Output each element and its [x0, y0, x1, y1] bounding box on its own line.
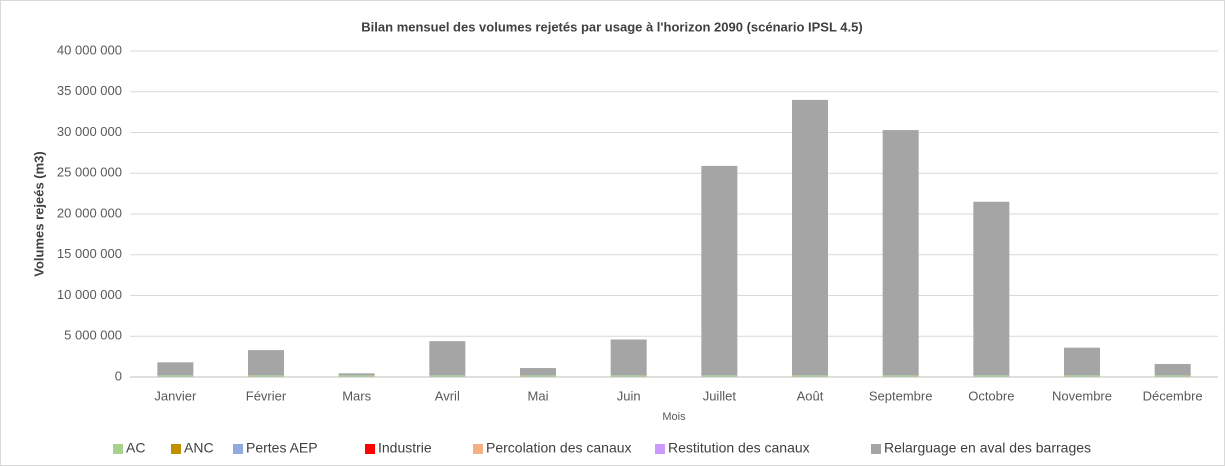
y-axis-title: Volumes rejeés (m3): [31, 151, 46, 276]
bar-segment: [973, 201, 1010, 376]
x-tick-label: Septembre: [869, 388, 933, 403]
y-tick-label: 25 000 000: [57, 165, 122, 180]
x-tick-label: Octobre: [968, 388, 1014, 403]
bar-segment: [338, 373, 375, 376]
legend-label: Industrie: [378, 440, 432, 456]
bar-segment: [248, 350, 284, 376]
legend-swatch: [871, 444, 881, 454]
x-tick-label: Juin: [617, 388, 641, 403]
bar-segment: [429, 375, 466, 377]
x-tick-label: Avril: [435, 388, 460, 403]
legend-swatch: [365, 444, 375, 454]
bar-segment: [701, 165, 738, 376]
y-tick-label: 40 000 000: [57, 42, 122, 57]
bar-segment: [338, 375, 375, 377]
y-tick-label: 20 000 000: [57, 205, 122, 220]
bar-segment: [610, 375, 647, 377]
x-tick-label: Mai: [528, 388, 549, 403]
x-tick-label: Janvier: [154, 388, 197, 403]
legend-label: Pertes AEP: [246, 440, 318, 456]
bar-segment: [701, 375, 738, 377]
bar-segment: [1064, 375, 1100, 377]
y-tick-label: 5 000 000: [64, 328, 122, 343]
bar-segment: [1154, 363, 1191, 376]
y-tick-label: 30 000 000: [57, 124, 122, 139]
bar-segment: [157, 375, 194, 377]
legend-label: Relarguage en aval des barrages: [884, 440, 1091, 456]
y-tick-label: 35 000 000: [57, 83, 122, 98]
y-tick-label: 10 000 000: [57, 287, 122, 302]
legend-swatch: [171, 444, 181, 454]
bar-segment: [429, 341, 466, 376]
bar-segment: [792, 375, 828, 377]
legend-label: ANC: [184, 440, 214, 456]
legend-swatch: [473, 444, 483, 454]
bar-segment: [973, 375, 1010, 377]
x-tick-label: Mars: [342, 388, 371, 403]
bar-segment: [610, 339, 647, 376]
bar-segment: [1154, 375, 1191, 377]
chart-title: Bilan mensuel des volumes rejetés par us…: [361, 19, 862, 34]
bar-segment: [1064, 347, 1100, 376]
bar-segment: [792, 99, 828, 376]
legend-swatch: [113, 444, 123, 454]
legend-label: Restitution des canaux: [668, 440, 810, 456]
legend-label: AC: [126, 440, 145, 456]
x-tick-label: Décembre: [1143, 388, 1203, 403]
x-tick-label: Août: [797, 388, 824, 403]
bar-segment: [157, 362, 194, 376]
x-axis-title: Mois: [662, 411, 686, 423]
x-tick-label: Novembre: [1052, 388, 1112, 403]
y-tick-label: 15 000 000: [57, 246, 122, 261]
bar-segment: [520, 368, 556, 376]
y-tick-label: 0: [115, 368, 122, 383]
x-tick-label: Février: [246, 388, 287, 403]
bar-segment: [882, 375, 919, 377]
x-tick-label: Juillet: [703, 388, 737, 403]
bar-segment: [248, 375, 284, 377]
legend-swatch: [233, 444, 243, 454]
legend-swatch: [655, 444, 665, 454]
bar-segment: [520, 375, 556, 377]
legend-label: Percolation des canaux: [486, 440, 632, 456]
bar-segment: [882, 130, 919, 376]
